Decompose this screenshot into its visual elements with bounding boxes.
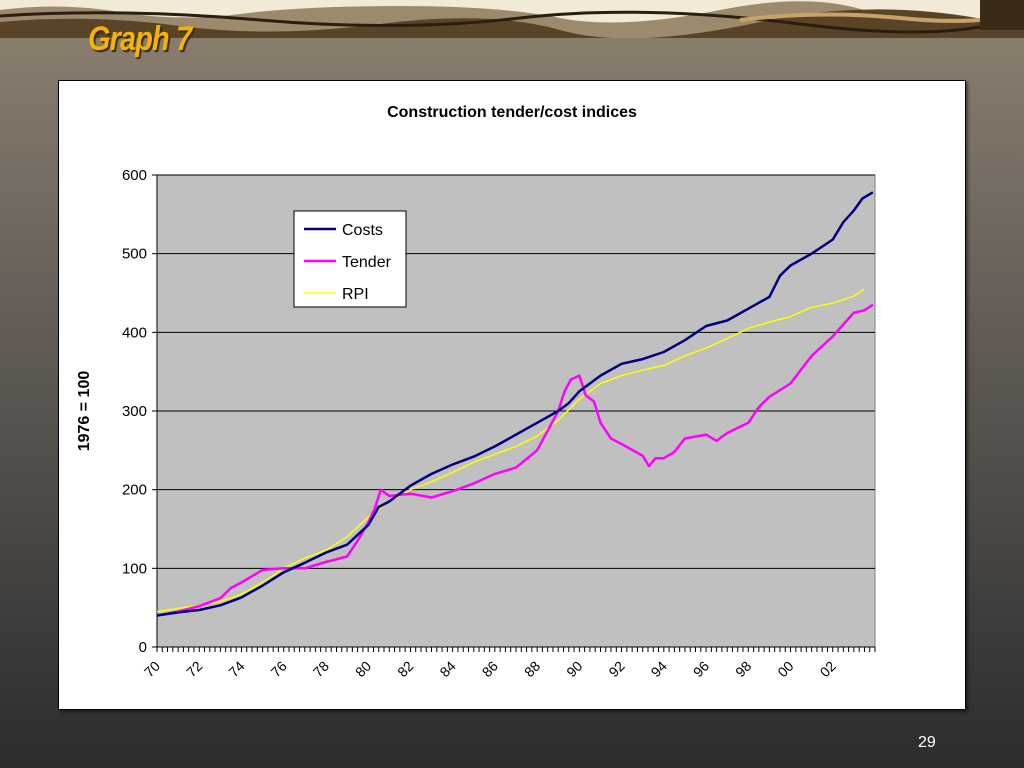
x-tick-label: 74 — [225, 658, 247, 680]
x-tick-label: 80 — [352, 658, 374, 680]
y-tick-label: 100 — [122, 560, 147, 577]
y-tick-label: 200 — [122, 482, 147, 499]
x-tick-label: 90 — [563, 658, 585, 680]
x-tick-label: 70 — [141, 658, 163, 680]
x-tick-label: 94 — [648, 658, 670, 680]
x-tick-label: 00 — [774, 658, 796, 680]
y-tick-label: 400 — [122, 324, 147, 341]
x-tick-label: 02 — [817, 658, 839, 680]
legend-label-costs: Costs — [342, 222, 383, 239]
line-chart: Construction tender/cost indices 0 100 200… — [76, 104, 876, 680]
series-lines — [156, 191, 874, 617]
x-tick-label: 84 — [436, 658, 458, 680]
x-tick-label: 92 — [605, 658, 627, 680]
x-tick-label: 96 — [690, 658, 712, 680]
y-axis: 0 100 200 300 400 500 600 — [122, 167, 158, 656]
x-tick-label: 72 — [183, 658, 205, 680]
series-line-costs — [156, 191, 874, 617]
x-tick-label: 88 — [521, 658, 543, 680]
y-axis-label: 1976 = 100 — [76, 371, 93, 452]
legend-label-rpi: RPI — [342, 286, 369, 303]
slide-banner — [0, 0, 1024, 38]
y-tick-label: 0 — [139, 639, 147, 656]
x-tick-label: 76 — [267, 658, 289, 680]
y-tick-label: 300 — [122, 403, 147, 420]
series-line-rpi — [156, 288, 865, 613]
slide-title: Graph 7 — [88, 20, 192, 58]
y-tick-label: 600 — [122, 167, 147, 184]
legend-label-tender: Tender — [342, 254, 392, 271]
page-number: 29 — [918, 734, 936, 751]
x-tick-label: 86 — [479, 658, 501, 680]
x-tick-label: 78 — [310, 658, 332, 680]
x-tick-label: 82 — [394, 658, 416, 680]
chart-container: Construction tender/cost indices 0 100 200… — [58, 80, 966, 710]
legend: Costs Tender RPI — [293, 210, 407, 308]
legend-box — [293, 210, 407, 308]
x-axis: 70 72 74 76 78 80 82 84 86 88 90 92 94 96 98 00 02 — [141, 646, 876, 680]
x-tick-label: 98 — [732, 658, 754, 680]
chart-title: Construction tender/cost indices — [387, 104, 637, 121]
y-tick-label: 500 — [122, 246, 147, 263]
series-line-tender — [156, 303, 874, 617]
